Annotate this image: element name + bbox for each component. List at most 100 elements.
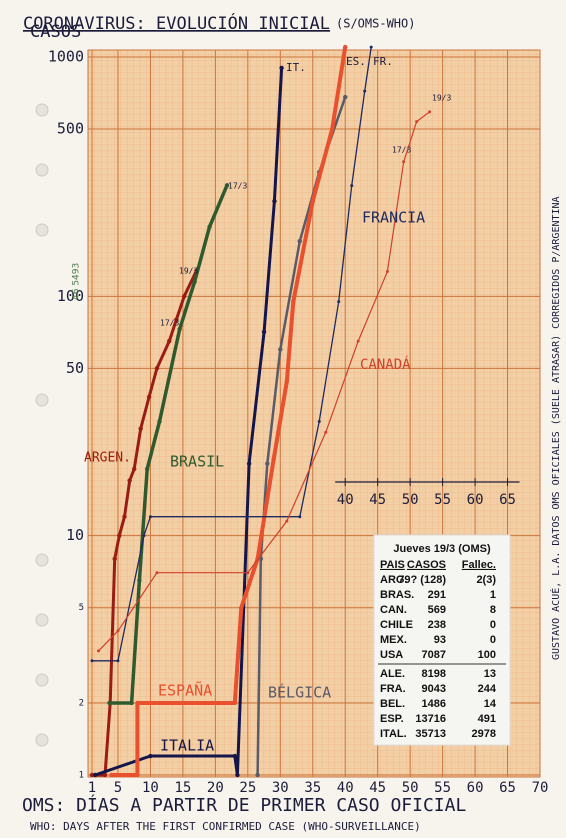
annotation: ES. (346, 55, 366, 68)
data-point (109, 772, 114, 778)
data-table: Jueves 19/3 (OMS) PAIS CASOS Fallec. ARG.79?… (373, 534, 511, 746)
table-cell: 569 (428, 604, 446, 616)
series-label: BRASIL (170, 453, 224, 471)
y-tick-label: 2 (79, 698, 84, 708)
x-tick-label: 25 (239, 780, 256, 796)
series-label: ITALIA (160, 737, 214, 755)
data-point (330, 126, 335, 132)
data-point (157, 419, 162, 424)
table-cell: 35713 (415, 728, 446, 740)
table-cell: 0 (490, 619, 496, 631)
data-point (174, 317, 179, 322)
table-cell: 1 (490, 589, 496, 601)
table-cell: 13716 (415, 713, 446, 725)
data-point (324, 430, 328, 434)
data-point (284, 379, 289, 384)
data-point (167, 338, 172, 344)
table-cell: 1486 (422, 698, 446, 710)
data-point (317, 419, 321, 423)
x2-tick-label: 50 (402, 492, 419, 508)
data-point (291, 299, 296, 304)
data-point (138, 426, 143, 431)
data-point (272, 198, 277, 204)
chart-title: CORONAVIRUS: EVOLUCIÓN INICIAL (23, 12, 330, 34)
data-point (177, 326, 182, 332)
y-axis-label: CASOS (30, 22, 81, 42)
table-cell: 79? (128) (398, 574, 446, 586)
x2-tick-label: 40 (337, 492, 354, 508)
data-point (232, 700, 238, 706)
x-tick-label: 20 (207, 780, 224, 796)
data-point (297, 238, 302, 244)
data-point (192, 279, 197, 285)
data-point (232, 753, 238, 759)
table-cell: 2(3) (476, 574, 496, 586)
table-cell: 244 (478, 683, 497, 695)
data-point (181, 294, 187, 299)
table-cell: BEL. (380, 698, 405, 710)
x-axis-label: OMS: DÍAS A PARTIR DE PRIMER CASO OFICIA… (22, 794, 466, 816)
data-point (265, 461, 270, 466)
table-cell: 8 (490, 604, 496, 616)
data-point (246, 571, 250, 575)
data-point (343, 94, 348, 100)
data-point (261, 329, 267, 335)
data-point (385, 269, 389, 273)
x-tick-label: 60 (467, 780, 484, 796)
table-cell: 0 (490, 634, 496, 646)
data-point (112, 556, 117, 562)
table-cell: 100 (478, 649, 496, 661)
table-cell: ESP. (380, 713, 404, 725)
y-tick-label: 100 (57, 287, 84, 305)
data-point (144, 466, 150, 472)
data-point (310, 198, 315, 204)
data-point (278, 347, 283, 352)
data-point (285, 519, 289, 523)
y-tick-label: 50 (66, 359, 84, 377)
data-point (132, 466, 137, 472)
x-tick-label: 45 (369, 780, 386, 796)
table-cell: 491 (478, 713, 496, 725)
series-label: CANADÁ (360, 356, 411, 373)
table-cell: 238 (428, 619, 446, 631)
x-tick-label: 40 (337, 780, 354, 796)
x2-tick-label: 65 (499, 492, 516, 508)
data-point (343, 44, 348, 50)
data-point (428, 110, 432, 114)
x-tick-label: 15 (174, 780, 191, 796)
x-tick-label: 5 (114, 780, 122, 796)
data-point (135, 700, 140, 706)
table-cell: ITAL. (380, 728, 407, 740)
y-tick-label: 1 (79, 771, 84, 781)
data-point (246, 461, 252, 466)
table-header: PAIS (380, 559, 405, 571)
data-point (255, 772, 260, 778)
x-tick-label: 10 (142, 780, 159, 796)
x2-tick-label: 60 (467, 492, 484, 508)
data-point (154, 366, 160, 371)
data-point (356, 339, 360, 343)
table-cell: 14 (484, 698, 497, 710)
y-tick-label: 1000 (48, 48, 84, 66)
data-point (116, 629, 120, 633)
data-point (122, 514, 127, 519)
annotation: 17/3 (160, 319, 179, 328)
table-cell: 9043 (422, 683, 446, 695)
table-cell: FRA. (380, 683, 406, 695)
annotation: IT. (286, 61, 306, 74)
table-cell: 8198 (422, 668, 446, 680)
table-cell: 93 (434, 634, 446, 646)
data-point (224, 183, 230, 188)
data-point (146, 394, 152, 400)
side-note: GUSTAVO ACUÉ, L.A. DATOS OMS OFICIALES (… (549, 196, 562, 660)
data-point (415, 120, 419, 124)
data-point (96, 649, 100, 653)
series-line (93, 66, 284, 777)
y-tick-label: 10 (66, 526, 84, 544)
x-tick-label: 70 (532, 780, 549, 796)
data-point (271, 456, 276, 461)
paper-code: 46 5493 (72, 263, 82, 300)
table-cell: ARG. (380, 574, 408, 586)
